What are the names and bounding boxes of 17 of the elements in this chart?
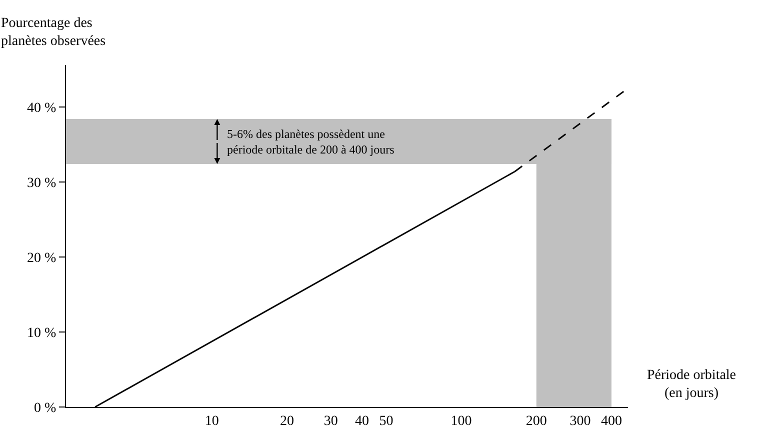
y-tick-label: 20 % <box>27 250 57 266</box>
x-tick-label: 50 <box>379 414 394 429</box>
x-tick-label: 30 <box>324 414 338 429</box>
annotation: 5-6% des planètes possèdent une période orbitale de 200 à 400 jours <box>227 127 395 157</box>
y-tick-label: 40 % <box>27 100 57 116</box>
x-tick-label: 400 <box>600 414 622 429</box>
x-tick-label: 200 <box>526 414 547 429</box>
x-tick-label: 20 <box>280 414 294 429</box>
y-tick-label: 10 % <box>27 326 57 341</box>
x-axis-title: Période orbitale (en jours) <box>647 368 736 402</box>
y-tick-label: 30 % <box>27 176 57 191</box>
x-tick-label: 10 <box>204 414 219 429</box>
x-tick-label: 300 <box>570 414 591 429</box>
y-tick-label: 0 % <box>34 400 57 416</box>
x-tick-label: 100 <box>450 414 472 429</box>
x-tick-label: 40 <box>355 414 370 429</box>
y-axis-title: Pourcentage des planètes observées <box>1 16 106 50</box>
